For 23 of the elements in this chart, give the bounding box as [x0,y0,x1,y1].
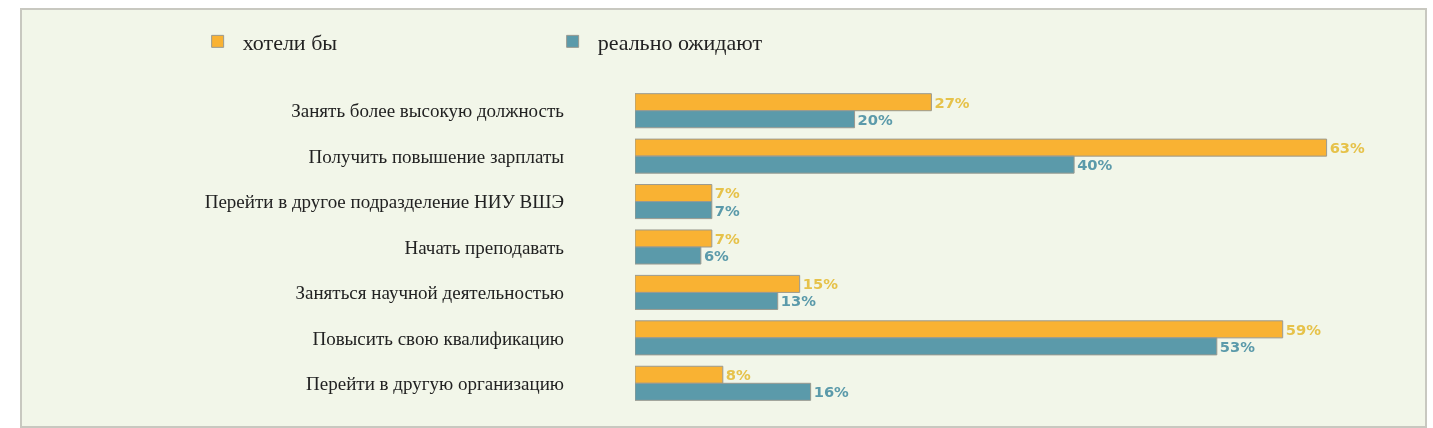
legend-label: хотели бы [242,29,338,55]
data-label: 20% [857,110,894,128]
data-label: 63% [1329,139,1366,157]
y-tick-label: Занять более высокую должность [291,100,565,122]
data-label: 6% [703,246,730,264]
data-label: 8% [725,366,752,384]
y-tick-label: Перейти в другое подразделение НИУ ВШЭ [204,191,564,213]
y-tick-label: Получить повышение зарплаты [308,145,565,167]
data-label: 16% [813,383,850,401]
data-label: 27% [934,93,970,111]
y-tick-label: Начать преподавать [404,236,565,258]
y-tick-label: Заняться научной деятельностью [295,282,564,304]
data-label: 7% [714,184,741,202]
y-tick-label: Перейти в другую организацию [306,372,564,394]
data-label: 13% [780,292,817,310]
data-label: 7% [714,201,741,219]
data-label: 15% [802,275,839,293]
data-label: 40% [1077,156,1113,174]
data-label: 53% [1219,337,1256,355]
data-label: 7% [714,229,741,247]
data-label: 59% [1285,320,1322,338]
legend-label: реально ожидают [597,29,763,55]
y-tick-label: Повысить свою квалификацию [312,327,564,349]
